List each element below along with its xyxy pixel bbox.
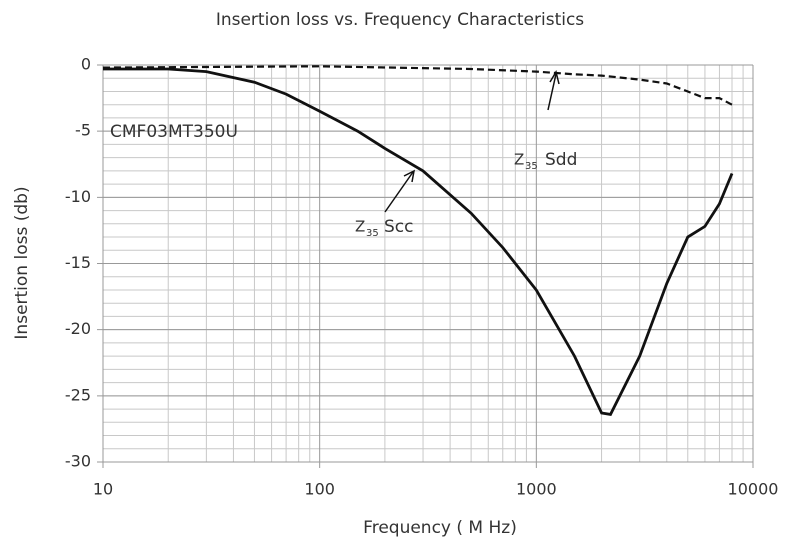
annotation-text: Sdd [545,150,577,170]
y-tick-label: -25 [65,385,91,404]
annotation-main: Z [355,218,365,236]
annotation-sub: 35 [366,228,379,239]
annotation-sub: 35 [525,161,538,172]
x-tick-label: 1000 [516,480,557,499]
annotation-text: Scc [384,217,413,237]
x-tick-label: 10000 [728,480,779,499]
x-tick-label: 10 [93,480,113,499]
arrow [547,73,557,111]
y-axis-label: Insertion loss (db) [12,186,32,339]
annotation-scc: Z 35 Scc [355,169,416,239]
plot-grid: 10 100 1000 10000 0 -5 -10 -15 -20 -25 -30 [65,55,779,499]
y-tick-label: -5 [75,121,91,140]
chart-title: Insertion loss vs. Frequency Characteris… [216,10,584,30]
y-tick-label: 0 [81,55,91,74]
arrow [384,171,414,213]
annotation: CMF03MT350U [110,122,238,142]
annotation-sdd: Z 35 Sdd [514,70,577,172]
y-tick-label: -15 [65,253,91,272]
series-line [102,65,733,106]
y-tick-label: -30 [65,452,91,471]
y-tick-label: -10 [65,187,91,206]
x-tick-label: 100 [304,480,335,499]
annotation-main: Z [514,151,524,169]
series-line [103,67,734,416]
y-tick-label: -20 [65,319,91,338]
x-axis-label: Frequency ( M Hz) [363,518,517,538]
arrow-head [403,169,416,183]
